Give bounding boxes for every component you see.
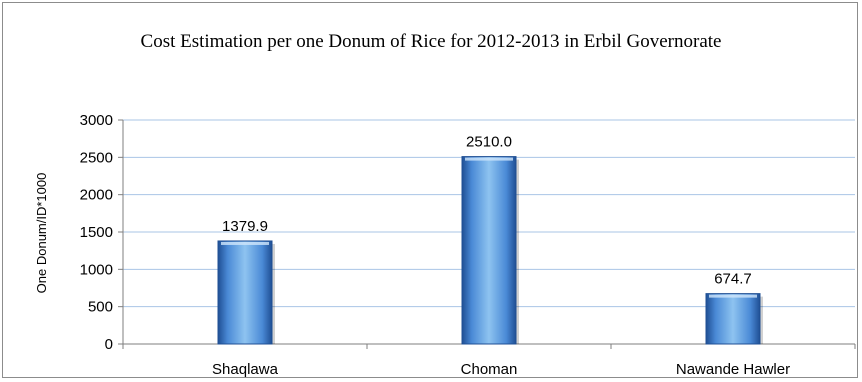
bars	[217, 156, 763, 345]
y-tick-label: 2000	[80, 187, 113, 204]
y-tick-label: 500	[88, 299, 113, 316]
data-label: 2510.0	[466, 134, 512, 151]
bar	[705, 293, 763, 345]
x-ticks	[122, 344, 856, 349]
y-tick-label: 1000	[80, 261, 113, 278]
y-axis-label: One Donum/ID*1000	[34, 173, 49, 294]
category-label: Shaqlawa	[212, 361, 279, 378]
y-tick-label: 3000	[80, 112, 113, 129]
y-tick-label: 0	[105, 336, 113, 353]
category-labels: Shaqlawa Choman Nawande Hawler	[212, 361, 790, 378]
data-label: 1379.9	[222, 218, 268, 235]
category-label: Nawande Hawler	[676, 361, 790, 378]
y-tick-label: 2500	[80, 149, 113, 166]
y-tick-labels: 0 500 1000 1500 2000 2500 3000	[80, 112, 113, 353]
bar	[217, 240, 275, 345]
data-label: 674.7	[714, 271, 752, 288]
y-tick-label: 1500	[80, 224, 113, 241]
category-label: Choman	[461, 361, 518, 378]
chart-title: Cost Estimation per one Donum of Rice fo…	[141, 31, 722, 52]
data-labels: 1379.9 2510.0 674.7	[222, 134, 752, 288]
bar	[461, 156, 519, 345]
